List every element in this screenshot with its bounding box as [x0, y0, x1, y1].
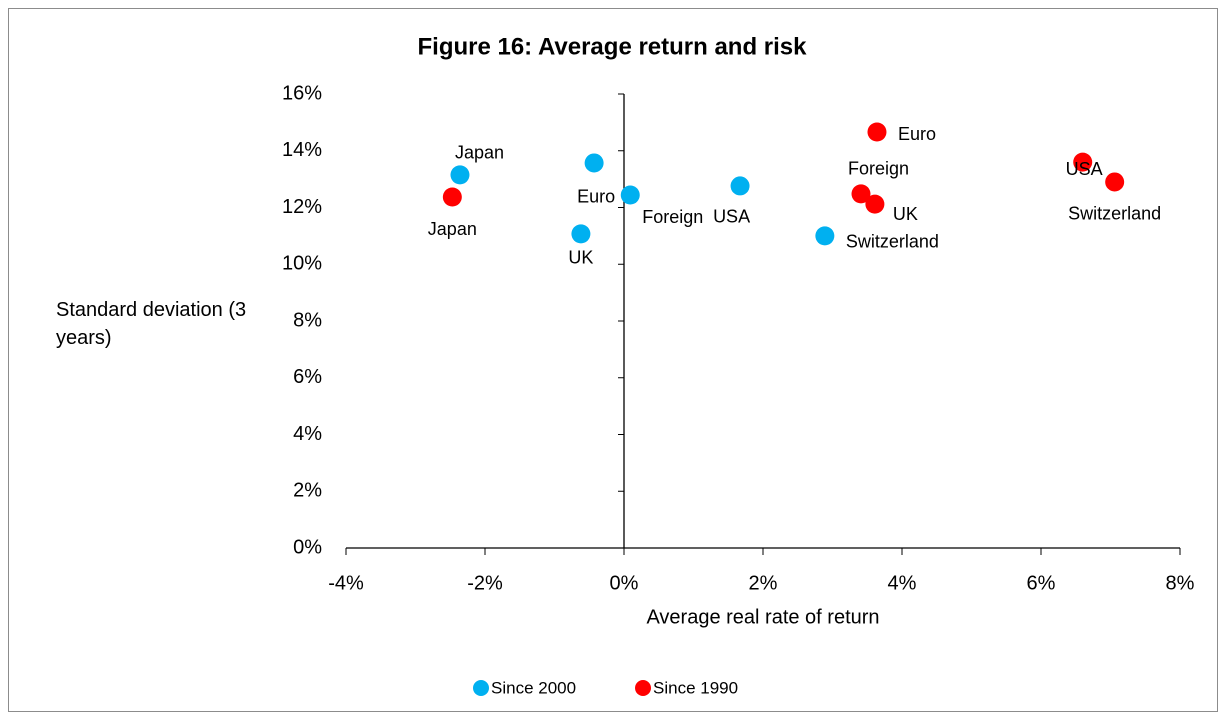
- y-tick-label: 0%: [293, 536, 322, 558]
- point: [450, 165, 470, 185]
- point-label: Foreign: [642, 207, 703, 227]
- chart-frame: [8, 8, 1218, 712]
- point-label: USA: [713, 207, 750, 227]
- point: [851, 184, 871, 204]
- x-tick-label: -4%: [328, 572, 364, 594]
- x-axis-label: Average real rate of return: [646, 606, 879, 628]
- point-label: Switzerland: [846, 232, 939, 252]
- point-label: UK: [568, 248, 593, 268]
- point: [730, 176, 750, 196]
- y-tick-label: 4%: [293, 423, 322, 445]
- x-tick-label: 4%: [888, 572, 917, 594]
- y-tick-label: 10%: [282, 253, 322, 275]
- point-label: Japan: [428, 219, 477, 239]
- point-label: USA: [1066, 159, 1103, 179]
- y-tick-label: 8%: [293, 309, 322, 331]
- y-tick-label: 12%: [282, 196, 322, 218]
- point: [620, 185, 640, 205]
- point: [867, 122, 887, 142]
- x-tick-label: 8%: [1166, 572, 1195, 594]
- point: [571, 224, 591, 244]
- point: [1105, 172, 1125, 192]
- point: [442, 187, 462, 207]
- point-label: Japan: [455, 143, 504, 163]
- point-label: Euro: [898, 124, 936, 144]
- point-label: Euro: [577, 187, 615, 207]
- point-label: Foreign: [848, 159, 909, 179]
- point: [815, 226, 835, 246]
- chart-title: Figure 16: Average return and risk: [417, 33, 807, 60]
- legend-label: Since 2000: [491, 678, 576, 697]
- legend-label: Since 1990: [653, 678, 738, 697]
- y-tick-label: 6%: [293, 366, 322, 388]
- legend-marker: [635, 680, 651, 696]
- point: [1073, 152, 1093, 172]
- x-tick-label: 6%: [1027, 572, 1056, 594]
- y-axis-label: Standard deviation (3 years): [56, 299, 247, 349]
- y-tick-label: 16%: [282, 82, 322, 104]
- y-tick-label: 14%: [282, 139, 322, 161]
- legend-marker: [473, 680, 489, 696]
- point-label: Switzerland: [1068, 204, 1161, 224]
- point-label: UK: [893, 204, 918, 224]
- x-tick-label: -2%: [467, 572, 503, 594]
- x-tick-label: 0%: [610, 572, 639, 594]
- point: [584, 153, 604, 173]
- y-tick-label: 2%: [293, 480, 322, 502]
- x-tick-label: 2%: [749, 572, 778, 594]
- point: [865, 194, 885, 214]
